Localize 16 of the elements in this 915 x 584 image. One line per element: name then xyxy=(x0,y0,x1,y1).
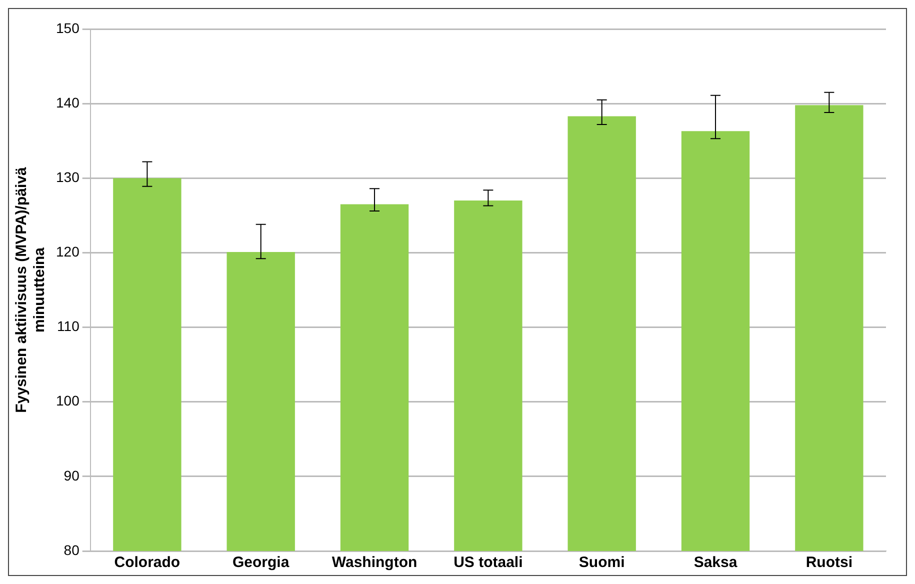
x-tick-label: Saksa xyxy=(694,554,738,572)
y-tick-label: 90 xyxy=(64,467,80,484)
y-tick-label: 120 xyxy=(56,244,80,260)
y-tick-label: 100 xyxy=(56,392,80,409)
y-tick-label: 130 xyxy=(56,169,80,185)
x-tick-label: Washington xyxy=(332,554,418,572)
y-axis-title: Fyysinen aktiivisuus (MVPA)/päivä minuutteina xyxy=(13,166,48,413)
x-tick-label: Ruotsi xyxy=(806,554,853,572)
x-tick-label: Georgia xyxy=(232,554,290,572)
x-tick-label: US totaali xyxy=(454,554,523,572)
y-tick-label: 150 xyxy=(56,20,80,36)
y-tick-label: 140 xyxy=(56,94,80,110)
x-tick-label: Colorado xyxy=(114,554,180,572)
y-tick-label: 80 xyxy=(64,542,80,558)
x-tick-label: Suomi xyxy=(578,554,625,572)
y-tick-label: 110 xyxy=(57,318,80,334)
